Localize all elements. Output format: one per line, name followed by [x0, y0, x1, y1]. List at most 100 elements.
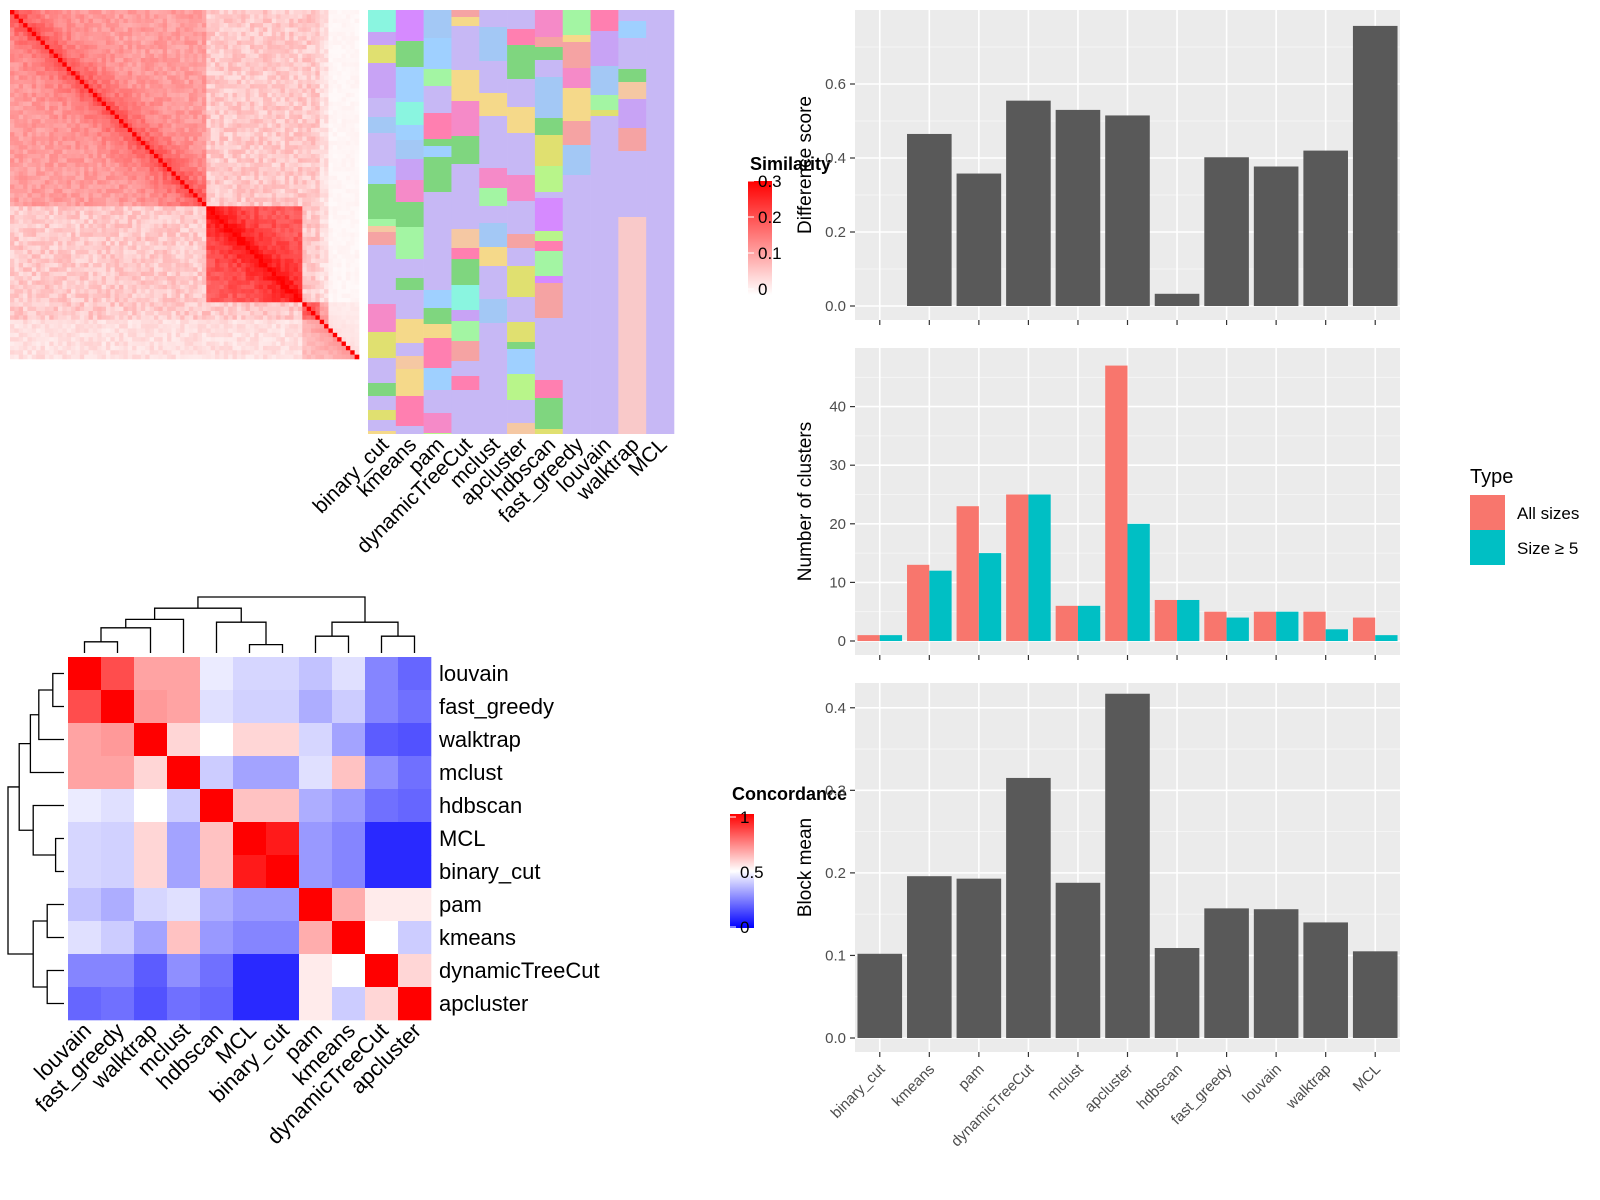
similarity-cell	[119, 271, 124, 277]
similarity-cell	[223, 119, 229, 124]
similarity-cell	[254, 263, 259, 268]
similarity-cell	[341, 49, 347, 54]
similarity-cell	[276, 140, 281, 146]
similarity-cell	[280, 188, 286, 194]
similarity-cell	[188, 171, 194, 177]
similarity-cell	[228, 236, 233, 242]
similarity-cell	[101, 162, 107, 168]
similarity-cell	[175, 254, 181, 259]
similarity-cell	[36, 271, 41, 277]
similarity-cell	[23, 92, 28, 98]
similarity-cell	[306, 66, 312, 72]
similarity-cell	[306, 127, 312, 133]
similarity-cell	[228, 245, 233, 251]
similarity-cell	[210, 140, 216, 146]
similarity-cell	[276, 162, 281, 168]
similarity-cell	[297, 267, 303, 273]
similarity-cell	[44, 92, 50, 98]
similarity-cell	[245, 66, 251, 72]
similarity-cell	[188, 36, 194, 41]
similarity-cell	[324, 254, 329, 259]
similarity-cell	[232, 23, 238, 28]
similarity-cell	[97, 197, 102, 203]
similarity-cell	[315, 245, 321, 251]
similarity-cell	[197, 215, 203, 220]
similarity-cell	[167, 184, 172, 190]
similarity-cell	[44, 53, 50, 59]
similarity-cell	[27, 201, 33, 207]
similarity-cell	[328, 215, 334, 220]
similarity-cell	[14, 105, 20, 111]
similarity-cell	[284, 36, 290, 41]
similarity-cell	[44, 57, 50, 63]
similarity-cell	[271, 114, 277, 120]
similarity-cell	[123, 232, 129, 238]
similarity-cell	[123, 27, 129, 33]
similarity-cell	[311, 193, 316, 198]
similarity-cell	[153, 201, 159, 207]
similarity-cell	[23, 145, 28, 150]
similarity-cell	[184, 101, 190, 107]
similarity-cell	[319, 49, 325, 54]
similarity-cell	[162, 201, 168, 207]
similarity-cell	[254, 201, 259, 207]
similarity-cell	[337, 132, 342, 137]
similarity-cell	[345, 249, 351, 255]
similarity-cell	[341, 215, 347, 220]
similarity-cell	[184, 31, 190, 37]
similarity-cell	[254, 197, 259, 203]
similarity-cell	[341, 127, 347, 133]
similarity-cell	[44, 249, 50, 255]
similarity-cell	[88, 14, 94, 20]
similarity-cell	[206, 188, 211, 194]
similarity-cell	[210, 201, 216, 207]
similarity-cell	[71, 206, 76, 211]
similarity-cell	[71, 158, 76, 163]
similarity-cell	[49, 276, 54, 281]
similarity-cell	[71, 149, 76, 155]
similarity-cell	[136, 36, 142, 41]
similarity-cell	[210, 162, 216, 168]
similarity-cell	[10, 223, 15, 229]
similarity-cell	[341, 36, 347, 41]
similarity-cell	[18, 162, 24, 168]
similarity-cell	[354, 153, 360, 159]
similarity-cell	[119, 127, 124, 133]
similarity-cell	[201, 145, 207, 150]
similarity-cell	[306, 167, 312, 172]
similarity-cell	[79, 206, 85, 211]
similarity-cell	[171, 223, 177, 229]
similarity-cell	[328, 40, 334, 46]
similarity-cell	[267, 180, 273, 185]
similarity-cell	[193, 31, 198, 37]
similarity-cell	[241, 123, 246, 129]
similarity-cell	[289, 167, 294, 172]
similarity-cell	[337, 263, 342, 268]
similarity-cell	[162, 92, 168, 98]
similarity-cell	[127, 254, 133, 259]
similarity-cell	[184, 241, 190, 246]
similarity-cell	[167, 206, 172, 211]
similarity-cell	[328, 84, 334, 89]
similarity-cell	[249, 23, 255, 28]
similarity-cell	[14, 162, 20, 168]
similarity-cell	[171, 232, 177, 238]
similarity-cell	[315, 10, 321, 15]
similarity-cell	[236, 241, 242, 246]
similarity-cell	[236, 75, 242, 81]
similarity-cell	[206, 249, 211, 255]
similarity-cell	[276, 223, 281, 229]
similarity-cell	[162, 236, 168, 242]
similarity-cell	[245, 36, 251, 41]
similarity-cell	[215, 123, 220, 129]
similarity-cell	[140, 105, 146, 111]
similarity-cell	[232, 206, 238, 211]
similarity-cell	[328, 228, 334, 233]
similarity-cell	[71, 71, 76, 76]
similarity-cell	[132, 263, 137, 268]
similarity-cell	[332, 10, 338, 15]
similarity-cell	[149, 92, 155, 98]
similarity-cell	[184, 92, 190, 98]
similarity-cell	[84, 201, 89, 207]
similarity-cell	[228, 119, 233, 124]
